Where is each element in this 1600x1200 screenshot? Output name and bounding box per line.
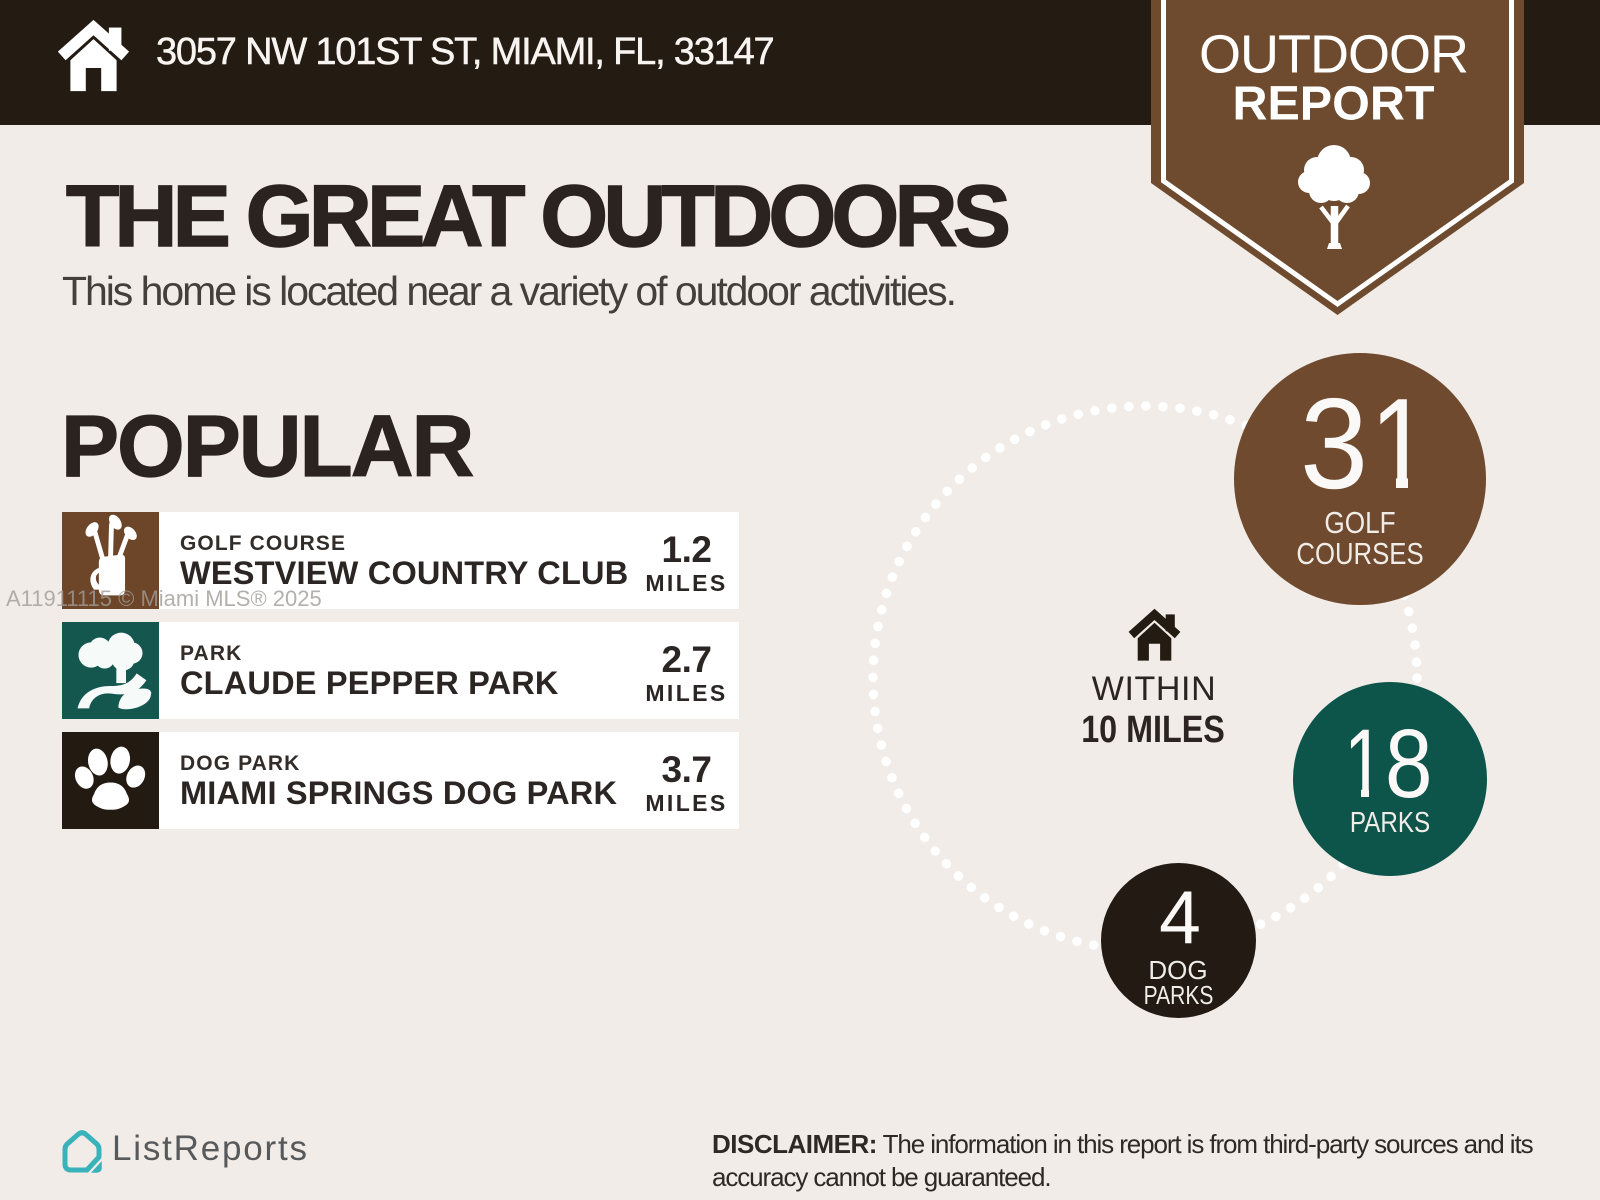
svg-text:OUTDOOR: OUTDOOR xyxy=(1199,25,1468,85)
svg-text:REPORT: REPORT xyxy=(1232,77,1434,131)
